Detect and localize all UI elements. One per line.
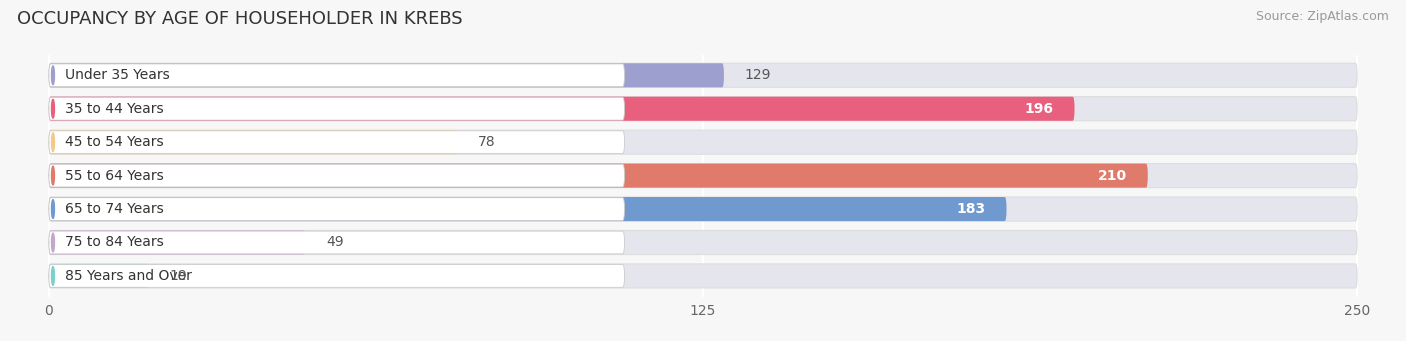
FancyBboxPatch shape xyxy=(49,264,148,288)
Text: OCCUPANCY BY AGE OF HOUSEHOLDER IN KREBS: OCCUPANCY BY AGE OF HOUSEHOLDER IN KREBS xyxy=(17,10,463,28)
Text: 196: 196 xyxy=(1025,102,1053,116)
FancyBboxPatch shape xyxy=(49,231,305,254)
Circle shape xyxy=(52,267,55,285)
FancyBboxPatch shape xyxy=(49,164,1357,188)
Text: 35 to 44 Years: 35 to 44 Years xyxy=(65,102,163,116)
Text: 19: 19 xyxy=(169,269,187,283)
Text: Under 35 Years: Under 35 Years xyxy=(65,68,170,82)
FancyBboxPatch shape xyxy=(49,265,624,287)
FancyBboxPatch shape xyxy=(49,198,624,220)
FancyBboxPatch shape xyxy=(49,197,1007,221)
Circle shape xyxy=(52,200,55,219)
Text: 210: 210 xyxy=(1098,168,1126,183)
FancyBboxPatch shape xyxy=(49,98,624,120)
Text: 55 to 64 Years: 55 to 64 Years xyxy=(65,168,163,183)
FancyBboxPatch shape xyxy=(49,130,1357,154)
Text: 75 to 84 Years: 75 to 84 Years xyxy=(65,236,163,250)
Circle shape xyxy=(52,166,55,185)
FancyBboxPatch shape xyxy=(49,63,1357,87)
Circle shape xyxy=(52,99,55,118)
FancyBboxPatch shape xyxy=(49,64,624,87)
FancyBboxPatch shape xyxy=(49,231,624,254)
FancyBboxPatch shape xyxy=(49,264,1357,288)
FancyBboxPatch shape xyxy=(49,97,1074,121)
Text: 129: 129 xyxy=(745,68,772,82)
Text: 85 Years and Over: 85 Years and Over xyxy=(65,269,191,283)
FancyBboxPatch shape xyxy=(49,164,1147,188)
Text: 78: 78 xyxy=(478,135,495,149)
Circle shape xyxy=(52,233,55,252)
Text: 49: 49 xyxy=(326,236,344,250)
FancyBboxPatch shape xyxy=(49,63,724,87)
Text: Source: ZipAtlas.com: Source: ZipAtlas.com xyxy=(1256,10,1389,23)
FancyBboxPatch shape xyxy=(49,164,624,187)
FancyBboxPatch shape xyxy=(49,231,1357,254)
FancyBboxPatch shape xyxy=(49,97,1357,121)
Text: 45 to 54 Years: 45 to 54 Years xyxy=(65,135,163,149)
Circle shape xyxy=(52,66,55,85)
FancyBboxPatch shape xyxy=(49,130,457,154)
FancyBboxPatch shape xyxy=(49,131,624,153)
FancyBboxPatch shape xyxy=(49,197,1357,221)
Text: 183: 183 xyxy=(956,202,986,216)
Text: 65 to 74 Years: 65 to 74 Years xyxy=(65,202,163,216)
Circle shape xyxy=(52,133,55,151)
